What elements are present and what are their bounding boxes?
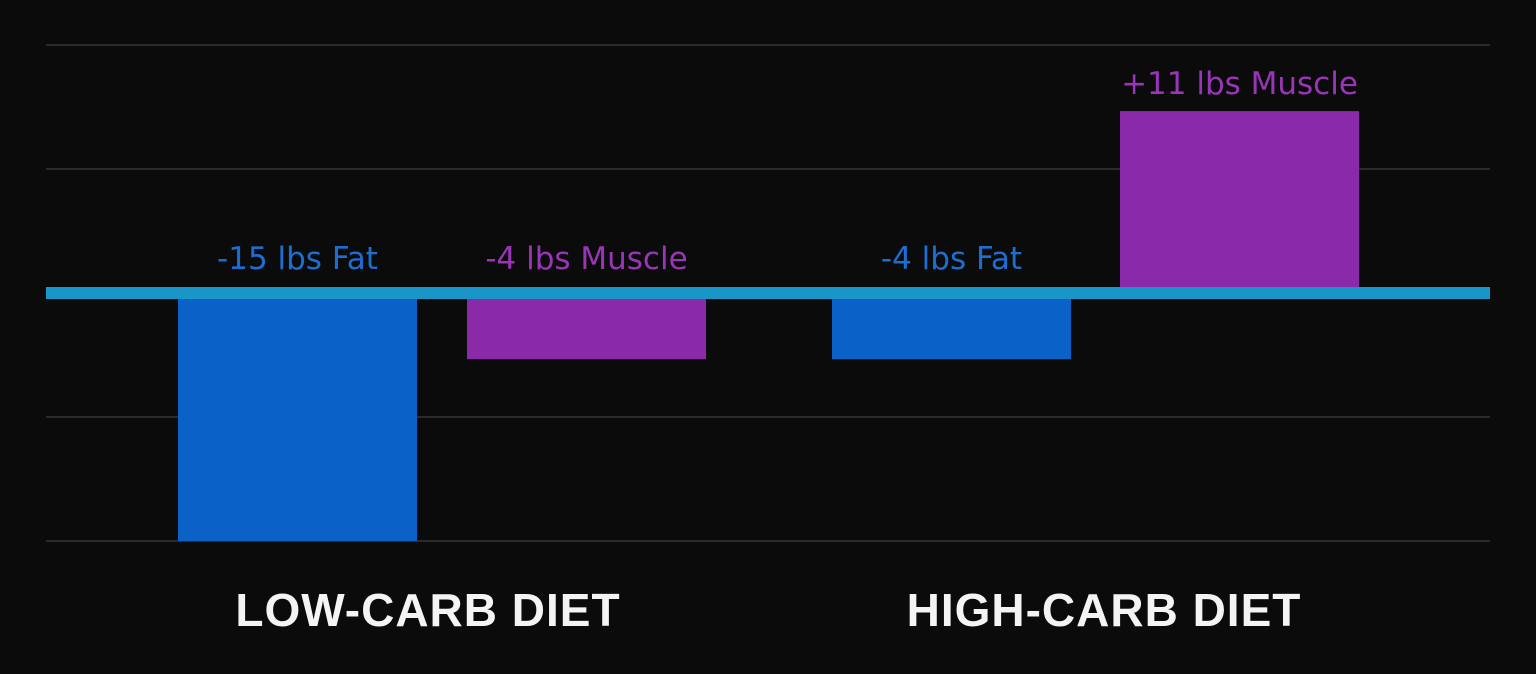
- data-label: -15 lbs Fat: [217, 241, 378, 277]
- bar-high-carb-dietmuscle: [1120, 111, 1359, 287]
- bar-low-carb-dietmuscle: [467, 299, 706, 360]
- bar-high-carb-dietfat: [832, 299, 1071, 360]
- data-label: -4 lbs Fat: [881, 241, 1022, 277]
- data-label: +11 lbs Muscle: [1121, 66, 1358, 102]
- category-label-low-carb: LOW-CARB DIET: [235, 584, 620, 636]
- data-label: -4 lbs Muscle: [485, 241, 687, 277]
- category-label-high-carb: HIGH-CARB DIET: [907, 584, 1302, 636]
- bar-low-carb-dietfat: [178, 299, 417, 541]
- zero-line: [46, 287, 1490, 299]
